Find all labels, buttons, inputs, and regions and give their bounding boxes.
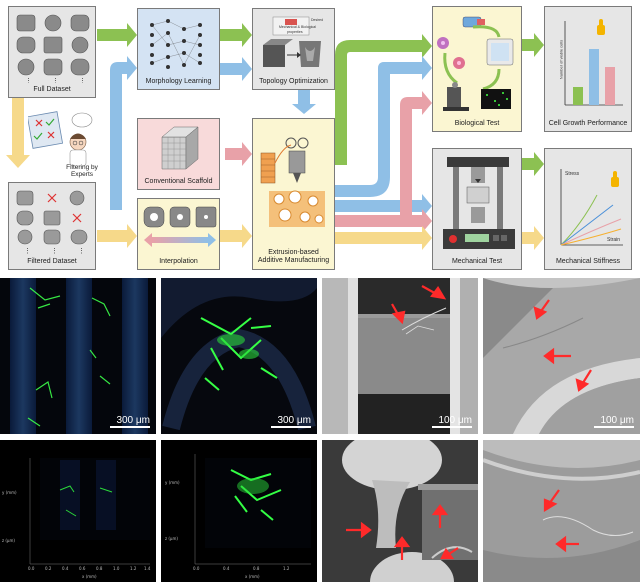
conventional-scaffold-label: Conventional Scaffold — [144, 178, 213, 185]
filtering-group: Filtering by Experts — [28, 108, 98, 180]
svg-text:⋮: ⋮ — [24, 248, 31, 255]
printer-icon — [260, 137, 325, 227]
biology-lab-icon — [437, 16, 514, 111]
scale-bar-2: 300 μm — [271, 415, 311, 428]
interpolation-box: Interpolation — [137, 198, 220, 270]
stress-label: Stress — [565, 171, 580, 177]
mechanical-test-label: Mechanical Test — [451, 258, 503, 265]
topology-optimization-label: Topology Optimization — [259, 78, 328, 85]
biological-test-box: Biological Test — [432, 6, 522, 132]
confocal-1-x1: 0.2 — [45, 566, 52, 571]
fluorescence-panel-1: 300 μm — [0, 278, 156, 434]
sem-panel-1: 100 μm — [322, 278, 478, 434]
mechanical-test-box: Mechanical Test — [432, 148, 522, 270]
topology-optimization-box: Desired Mechanical & Biological properti… — [252, 8, 335, 90]
confocal-1-x5: 1.0 — [113, 566, 120, 571]
confocal-1-x2: 0.4 — [62, 566, 69, 571]
fluorescence-image-1 — [10, 278, 148, 434]
lattice-thumbnails-icon: ⋮ ⋮ ⋮ — [16, 14, 90, 83]
stress-strain-chart-icon — [560, 169, 623, 246]
conventional-scaffold-box: Conventional Scaffold — [137, 118, 220, 190]
expert-filtering-icon — [28, 111, 93, 167]
topology-inner-text-2: Mechanical & Biological — [279, 25, 316, 29]
sem-panel-4 — [483, 440, 640, 582]
scale-bar-2-line — [271, 426, 311, 428]
sem-panel-3 — [322, 440, 478, 582]
confocal-2-x6: 1.2 — [283, 566, 290, 571]
cell-growth-chart-icon — [564, 19, 623, 106]
filtering-label: Filtering by Experts — [66, 164, 98, 178]
filtered-dataset-label: Filtered Dataset — [27, 258, 77, 265]
cell-growth-ylabel: Number of viable cells — [558, 39, 564, 80]
interpolation-icon — [143, 206, 217, 247]
topology-icon — [263, 16, 321, 67]
confocal-1-x6: 1.2 — [130, 566, 137, 571]
fluorescence-panel-2: 300 μm — [161, 278, 317, 434]
confocal-1-zlabel: z (μm) — [2, 538, 15, 543]
svg-text:⋮: ⋮ — [51, 248, 58, 255]
topology-inner-text-3: properties — [287, 30, 303, 34]
svg-text:⋮: ⋮ — [78, 248, 85, 255]
pink-flow — [225, 91, 432, 233]
svg-text:⋮: ⋮ — [79, 78, 86, 83]
confocal-2-ylabel: y (mm) — [165, 480, 180, 485]
scale-bar-4-text: 100 μm — [600, 415, 634, 426]
confocal-1-x7: 1.4 — [144, 566, 151, 571]
fluorescence-image-2 — [161, 278, 317, 431]
scaffold-cube-icon — [161, 126, 199, 170]
morphology-learning-label: Morphology Learning — [145, 78, 212, 85]
confocal-1-xlabel: x (mm) — [82, 574, 97, 579]
cell-growth-label: Cell Growth Performance — [548, 120, 628, 127]
morphology-learning-box: Morphology Learning — [137, 8, 220, 90]
confocal-2-x0: 0.0 — [193, 566, 200, 571]
svg-text:⋮: ⋮ — [52, 78, 59, 83]
confocal-1-x3: 0.6 — [79, 566, 86, 571]
confocal-panel-2: y (mm) z (μm) 0.0 0.4 0.8 1.2 x (mm) — [161, 440, 317, 582]
strain-label: Strain — [607, 237, 621, 243]
yellow-flow — [6, 85, 544, 250]
sem-image-2 — [483, 278, 640, 434]
scale-bar-3-text: 100 μm — [438, 415, 472, 426]
cell-growth-box: Number of viable cells Cell Growth Perfo… — [544, 6, 632, 132]
scale-bar-1-line — [110, 426, 150, 428]
confocal-1-ylabel: y (mm) — [2, 490, 17, 495]
confocal-1-x0: 0.0 — [28, 566, 35, 571]
svg-text:⋮: ⋮ — [25, 78, 32, 83]
sem-image-4 — [483, 440, 640, 582]
confocal-image-2 — [194, 454, 311, 565]
sem-image-1 — [322, 278, 478, 434]
filtered-thumbnails-icon: ⋮ ⋮ ⋮ — [16, 190, 88, 255]
tensile-machine-icon — [443, 157, 515, 249]
mechanical-stiffness-label: Mechanical Stiffness — [555, 258, 621, 265]
scale-bar-4-line — [594, 426, 634, 428]
neural-network-icon — [150, 19, 202, 69]
scale-bar-1: 300 μm — [110, 415, 150, 428]
filtered-dataset-box: ⋮ ⋮ ⋮ Filtered Dataset — [8, 182, 96, 270]
confocal-2-x4: 0.8 — [253, 566, 260, 571]
confocal-2-xlabel: x (mm) — [245, 574, 260, 579]
confocal-2-x2: 0.4 — [223, 566, 230, 571]
mechanical-stiffness-box: Stress Strain Mechanical Stiffness — [544, 148, 632, 270]
sem-panel-2: 100 μm — [483, 278, 640, 434]
interpolation-label: Interpolation — [159, 258, 198, 265]
scale-bar-4: 100 μm — [594, 415, 634, 428]
extrusion-am-box: Extrusion-based Additive Manufacturing — [252, 118, 335, 270]
scale-bar-1-text: 300 μm — [116, 415, 150, 426]
flow-arrows — [6, 23, 544, 250]
confocal-image-1 — [29, 458, 150, 565]
confocal-2-zlabel: z (μm) — [165, 536, 178, 541]
biological-test-label: Biological Test — [454, 120, 500, 127]
scale-bar-2-text: 300 μm — [277, 415, 311, 426]
scale-bar-3-line — [432, 426, 472, 428]
green-flow — [97, 23, 544, 176]
extrusion-am-label: Extrusion-based Additive Manufacturing — [257, 249, 330, 264]
full-dataset-label: Full Dataset — [33, 86, 71, 93]
sem-image-3 — [342, 440, 478, 582]
topology-inner-text-1: Desired — [311, 18, 324, 22]
confocal-panel-1: y (mm) z (μm) 0.0 0.2 0.4 0.6 0.8 1.0 1.… — [0, 440, 156, 582]
confocal-1-x4: 0.8 — [96, 566, 103, 571]
scale-bar-3: 100 μm — [432, 415, 472, 428]
full-dataset-box: ⋮ ⋮ ⋮ Full Dataset — [8, 6, 96, 98]
